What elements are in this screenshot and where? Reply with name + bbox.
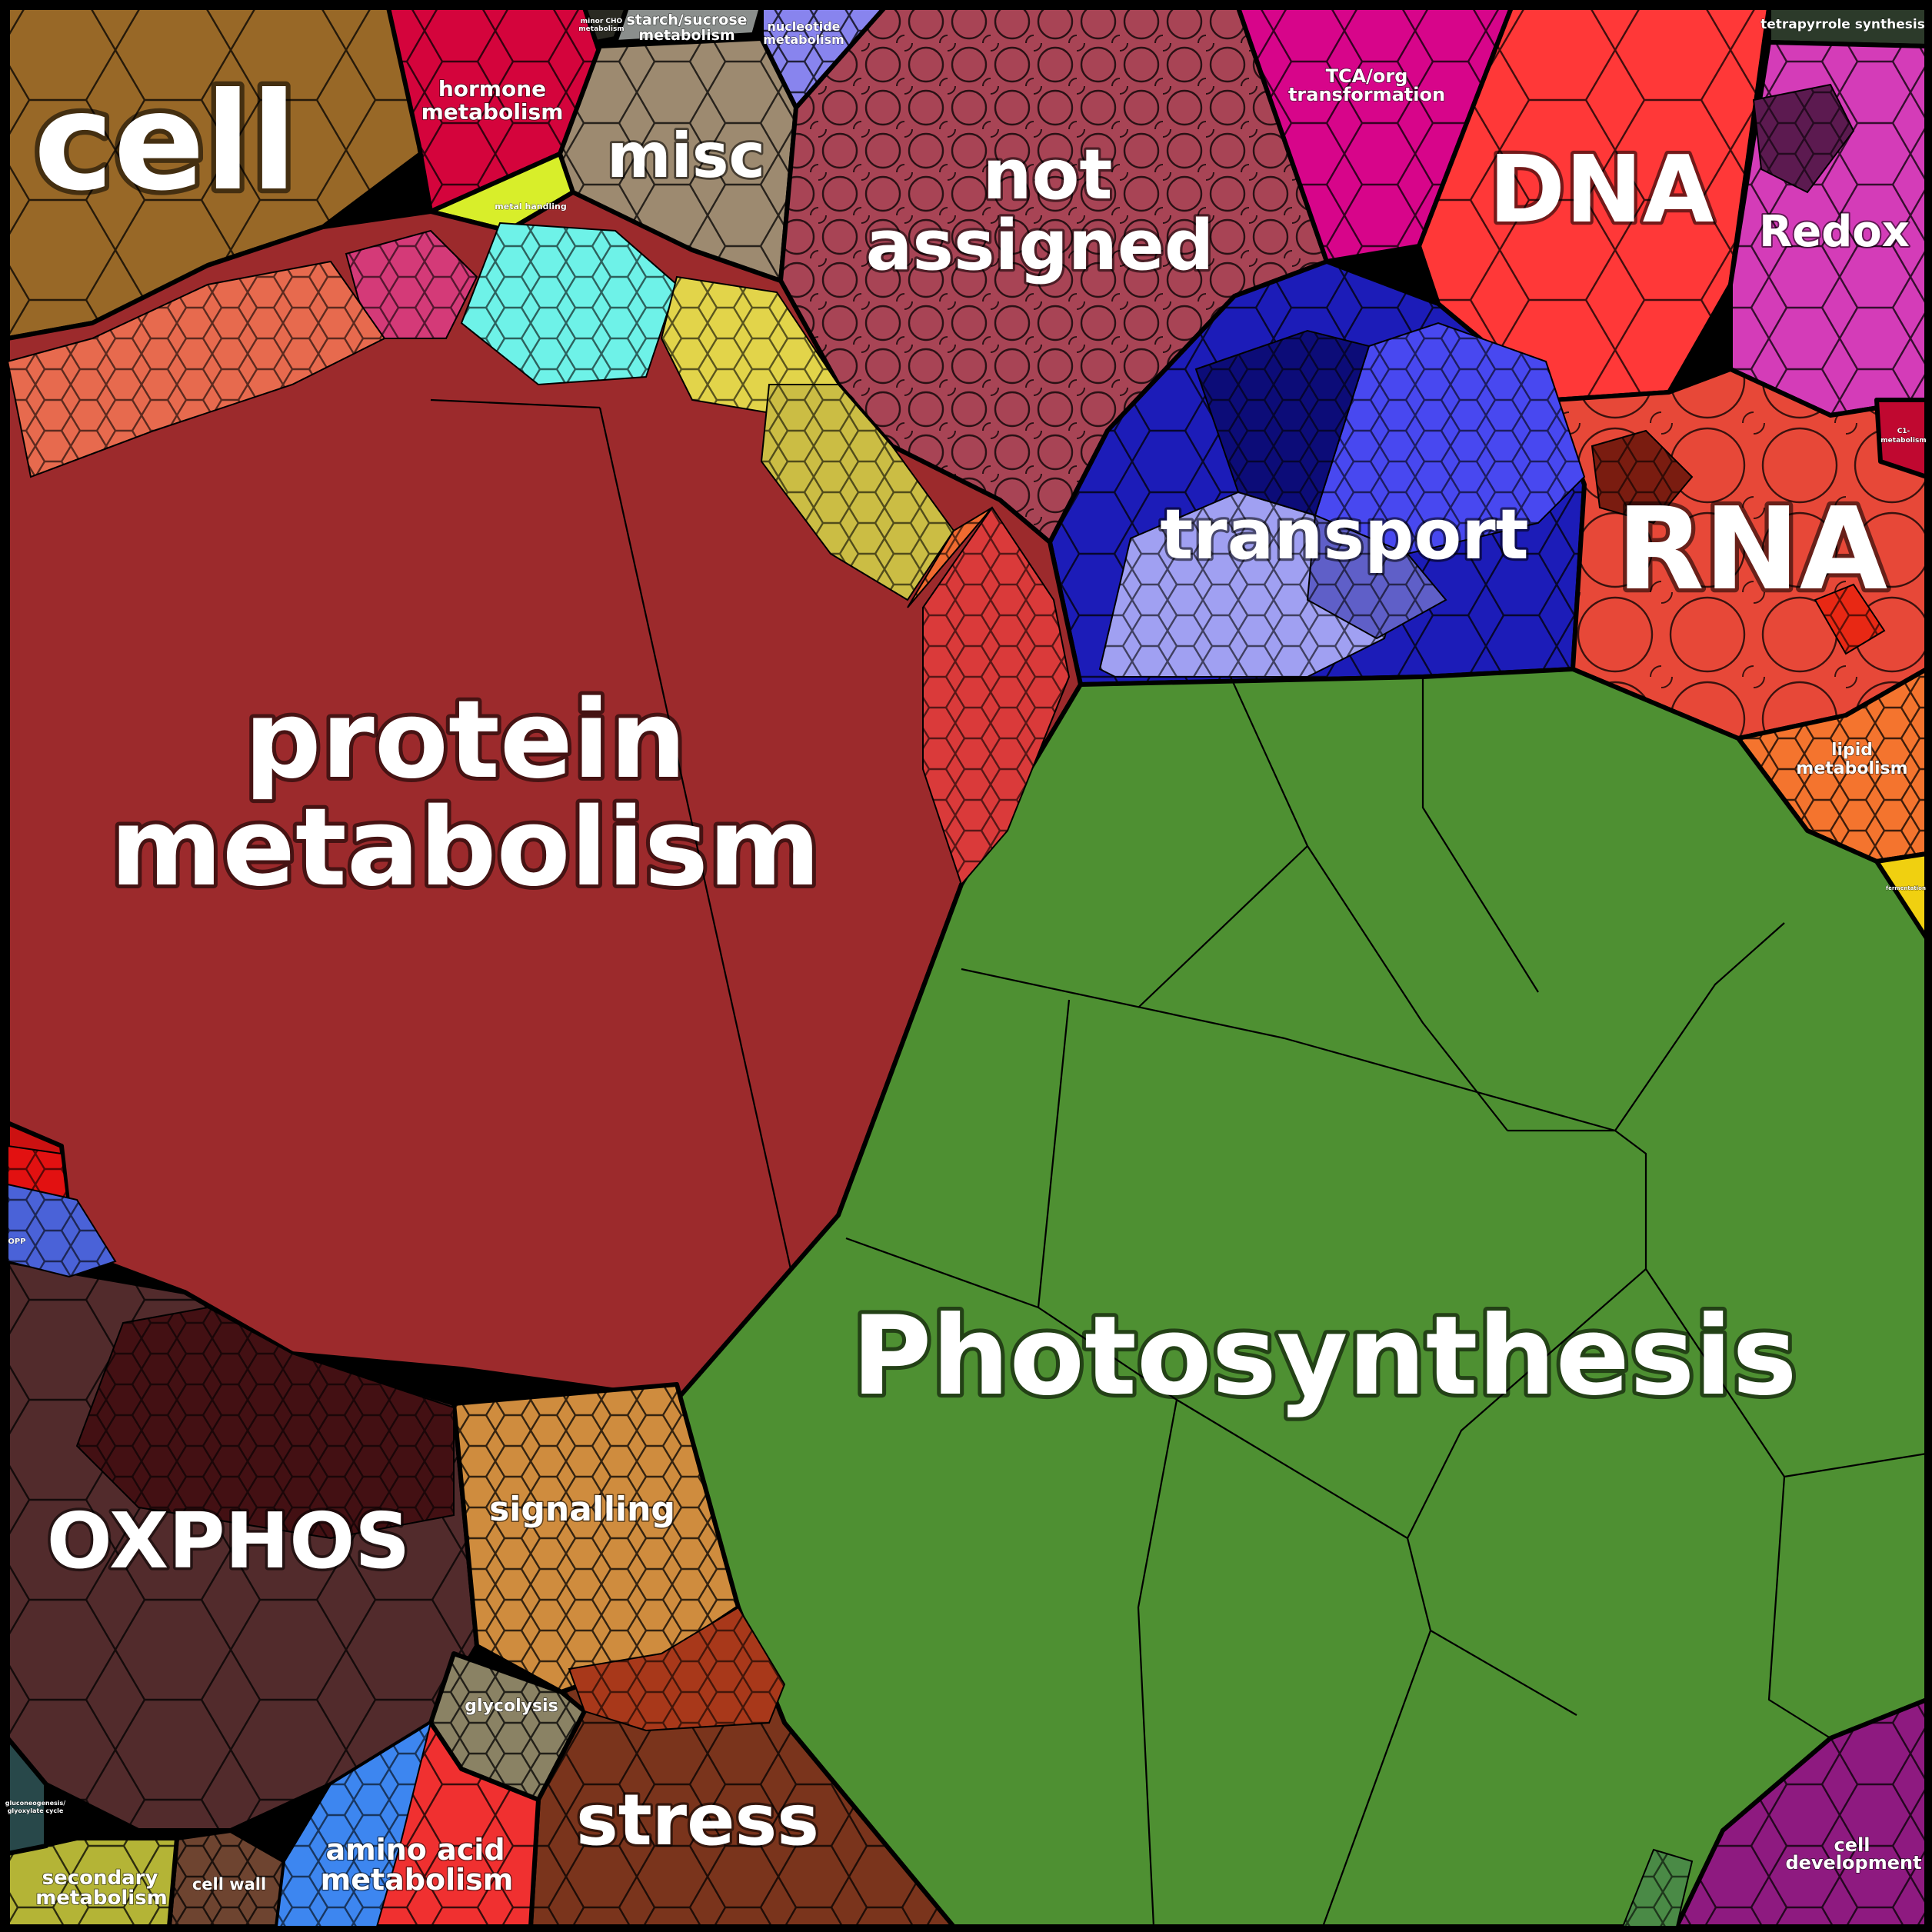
label-secondary-1: secondary — [42, 1867, 158, 1890]
cell-photosynthesis-subcell-edge — [1138, 845, 1308, 1008]
cell-dna-subcells — [1419, 8, 1769, 400]
subcell-stress-orange-pattern — [569, 1607, 784, 1730]
subcell-oxphos-dark-pattern — [77, 1307, 454, 1538]
cell-c1 — [1874, 398, 1929, 479]
cell-cell-subcells — [8, 8, 431, 338]
label-tetrapyrrole: tetrapyrrole synthesis — [1760, 17, 1925, 32]
label-fermentation: fermentation — [1886, 885, 1926, 891]
cell-tca — [1236, 5, 1514, 264]
cell-photosynthesis-subcell-edge — [961, 968, 1616, 1132]
label-opp: OPP — [8, 1237, 25, 1246]
label-rna: RNA — [1617, 483, 1887, 615]
subcell-bottom-green-pattern — [1623, 1850, 1692, 1927]
label-minor-cho-2: metabolism — [578, 25, 624, 33]
subcell-misc-pink-pattern — [346, 231, 477, 338]
label-gluco-2: glyoxylate cycle — [8, 1807, 64, 1814]
label-oxphos: OXPHOS — [47, 1496, 411, 1586]
cell-photosynthesis-subcell-edge — [1421, 677, 1539, 993]
label-hormone-1: hormone — [438, 76, 546, 102]
subcell-transport-right-pattern — [1315, 323, 1584, 554]
subcell-misc-yellow2-pattern — [761, 385, 954, 600]
cell-gluconeo-shape — [5, 1736, 48, 1856]
cell-glycolysis-subcells — [431, 1654, 585, 1800]
label-transport: transport — [1160, 495, 1528, 575]
label-cell: cell — [34, 65, 297, 221]
label-metal: metal handling — [495, 202, 566, 212]
cell-signalling-subcells — [454, 1384, 738, 1692]
cell-protein-subcell-edge — [430, 398, 601, 409]
subcell-misc-cyan-pattern — [461, 223, 677, 385]
subcell-misc-salmon-pattern — [8, 261, 385, 477]
label-misc: misc — [607, 120, 765, 192]
label-hormone-2: metabolism — [421, 99, 564, 125]
label-amino-2: metabolism — [321, 1863, 514, 1897]
cell-cell-wall-subcells — [169, 1830, 285, 1927]
subcell-blue-bits-pattern — [8, 1184, 115, 1277]
cell-photosynthesis-subcell-edge — [1507, 922, 1785, 1132]
label-cell-dev-2: development — [1785, 1852, 1921, 1874]
label-minor-cho-1: minor CHO — [581, 18, 623, 25]
subcell-rna-dark-pattern — [1592, 431, 1692, 523]
label-cell-wall: cell wall — [192, 1875, 266, 1894]
label-tca-1: TCA/org — [1326, 65, 1408, 87]
cell-signalling — [451, 1382, 741, 1694]
label-lipid-1: lipid — [1831, 741, 1873, 760]
label-starch-2: metabolism — [638, 27, 734, 44]
label-cell-dev-1: cell — [1834, 1834, 1870, 1856]
subcell-transport-dark-pattern — [1196, 331, 1369, 515]
cell-photosynthesis-subcell-edge — [1767, 1476, 1831, 1739]
label-gluco-1: gluconeogenesis/ — [5, 1800, 66, 1807]
cell-starch — [613, 5, 764, 45]
subcell-rna-dark-red-pattern — [1815, 585, 1884, 654]
label-nucleotide-1: nucleotide — [767, 19, 840, 34]
cell-photosynthesis-subcell-edge — [1321, 1630, 1432, 1927]
cell-nucleotide-subcells — [761, 8, 884, 108]
subcell-prot-orange-pattern — [908, 508, 992, 608]
label-glycolysis: glycolysis — [465, 1697, 558, 1716]
cell-gluconeo — [5, 1736, 48, 1856]
cell-cell-wall — [167, 1828, 287, 1929]
subcell-prot-red-right-pattern — [923, 508, 1069, 884]
label-dna: DNA — [1489, 137, 1714, 244]
label-starch-1: starch/sucrose — [626, 12, 747, 28]
label-photosynthesis: Photosynthesis — [851, 1293, 1797, 1420]
label-secondary-2: metabolism — [35, 1887, 168, 1910]
cell-secondary — [5, 1836, 179, 1929]
label-protein-1: protein — [245, 678, 687, 803]
label-nucleotide-2: metabolism — [763, 32, 844, 47]
subcell-transport-mid-pattern — [1307, 515, 1446, 638]
cell-photosynthesis-subcell-edge — [1229, 676, 1508, 1131]
label-redox: Redox — [1759, 207, 1910, 257]
label-stress: stress — [576, 1779, 819, 1861]
cell-not-assigned-subcells — [781, 8, 1327, 542]
cell-starch-shape — [613, 5, 764, 45]
subcell-misc-yellow-pattern — [661, 277, 838, 415]
label-not-assigned-1: not — [983, 135, 1113, 215]
label-signalling: signalling — [489, 1490, 675, 1529]
subcell-dna-dark-purple-pattern — [1754, 85, 1854, 192]
label-tca-2: transformation — [1288, 84, 1445, 105]
subcell-amino-blue-pattern — [277, 1723, 431, 1927]
cell-photosynthesis-subcell-edge — [1137, 1399, 1178, 1927]
label-c1-2: metabolism — [1880, 437, 1926, 445]
label-not-assigned-2: assigned — [866, 205, 1214, 286]
cell-cell-dev-subcells — [1677, 1700, 1927, 1927]
cell-cell-dev — [1674, 1697, 1929, 1929]
cell-photosynthesis-subcell-edge — [1614, 1130, 1647, 1269]
cell-tca-subcells — [1238, 8, 1511, 261]
cell-hormone-subcells — [388, 8, 600, 212]
label-c1-1: C1- — [1897, 428, 1910, 435]
label-protein-2: metabolism — [110, 785, 821, 911]
label-lipid-2: metabolism — [1796, 759, 1907, 778]
label-amino-1: amino acid — [325, 1833, 505, 1867]
cell-secondary-subcells — [8, 1838, 177, 1927]
cell-lipid-subcells — [1738, 669, 1927, 861]
cell-dna — [1417, 5, 1771, 402]
cell-c1-shape — [1874, 398, 1929, 479]
